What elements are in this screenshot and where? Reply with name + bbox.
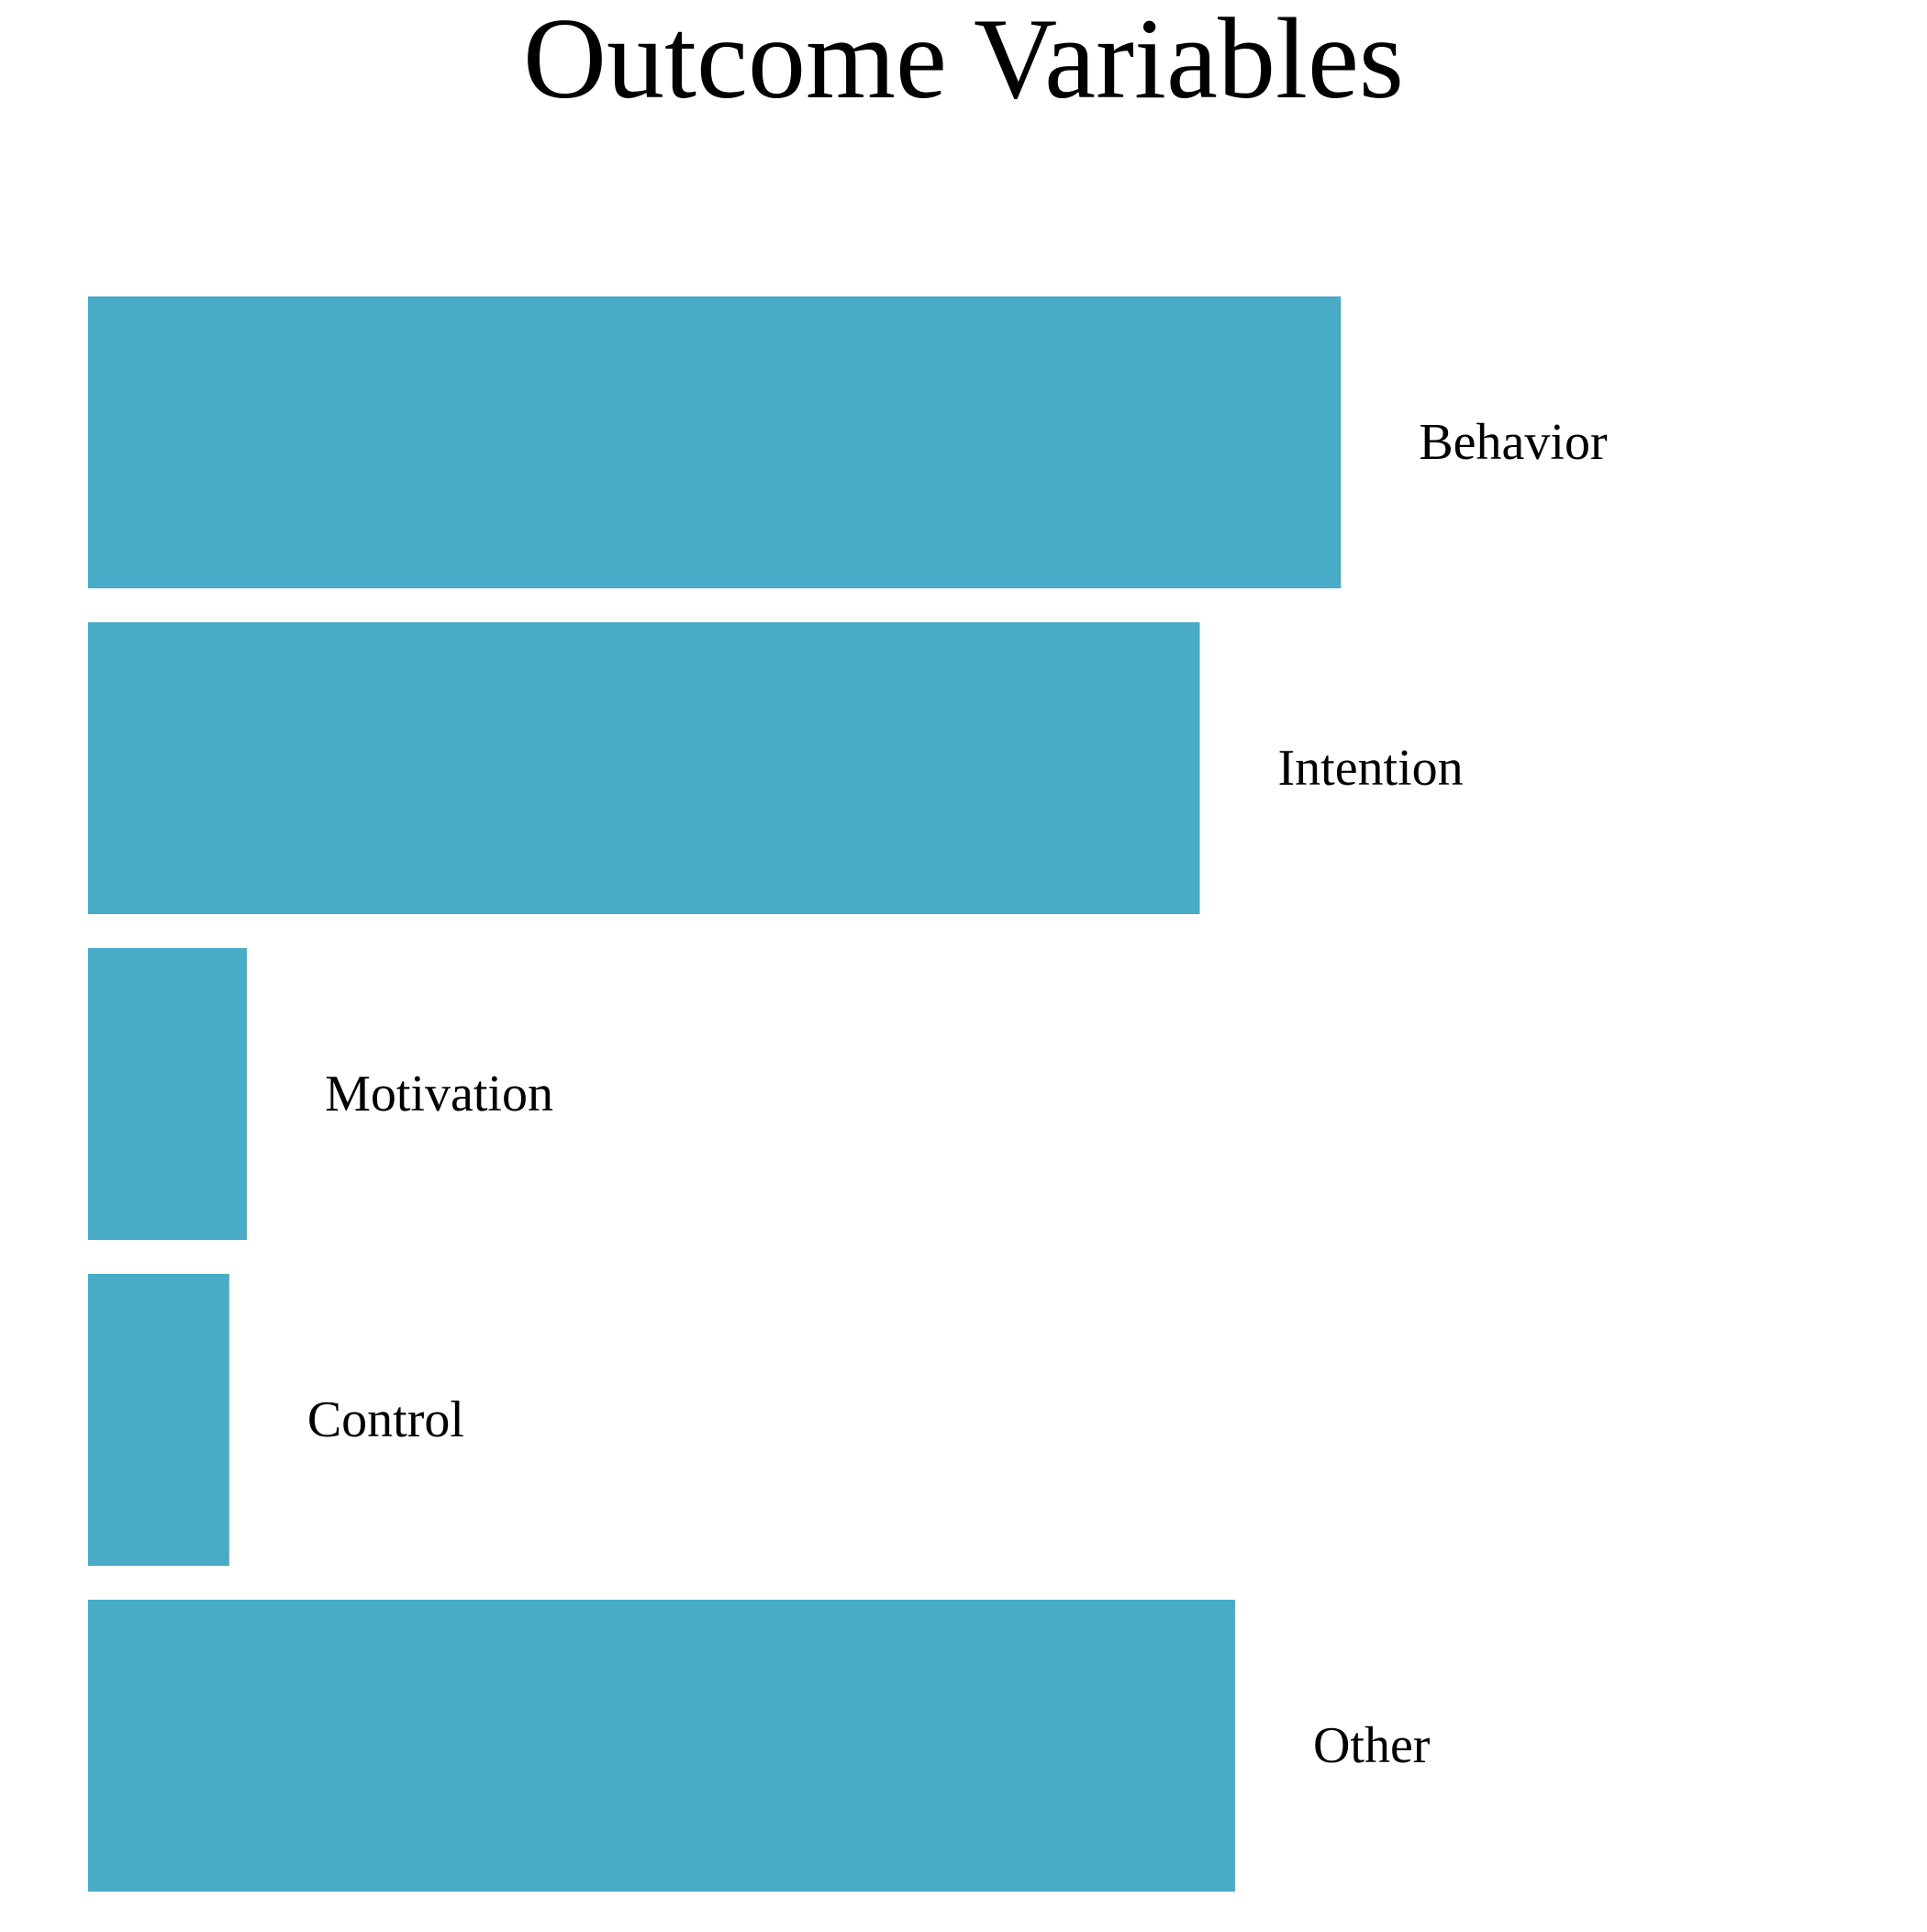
bar-intention bbox=[88, 622, 1200, 914]
chart-title: Outcome Variables bbox=[523, 0, 1404, 123]
bar-behavior bbox=[88, 296, 1342, 588]
bar-label-other: Other bbox=[1313, 1717, 1431, 1774]
bar-label-control: Control bbox=[307, 1391, 464, 1448]
bar-motivation bbox=[88, 948, 248, 1240]
bar-control bbox=[88, 1274, 229, 1566]
bar-label-motivation: Motivation bbox=[325, 1066, 553, 1122]
bar-label-behavior: Behavior bbox=[1419, 414, 1608, 471]
bar-other bbox=[88, 1600, 1235, 1892]
bar-label-intention: Intention bbox=[1277, 740, 1463, 797]
